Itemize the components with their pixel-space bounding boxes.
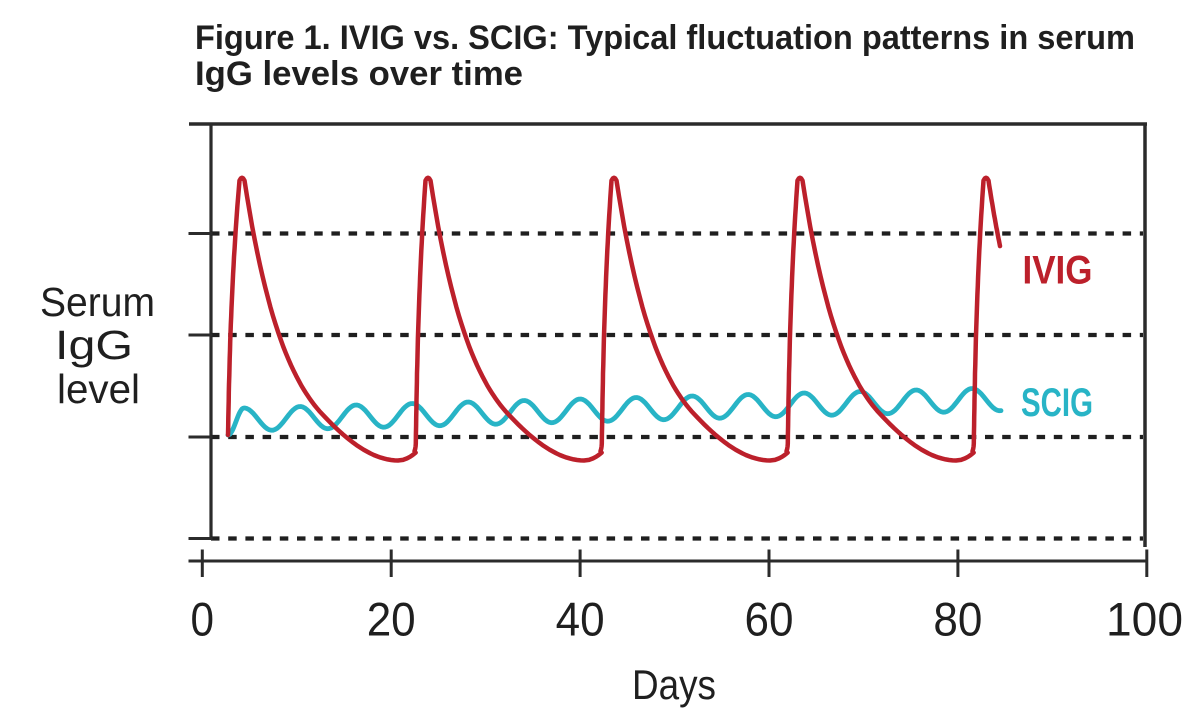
svg-text:level: level	[57, 366, 140, 412]
svg-text:80: 80	[933, 594, 982, 647]
svg-text:IVIG: IVIG	[1023, 249, 1093, 293]
svg-text:20: 20	[367, 594, 416, 647]
svg-text:SCIG: SCIG	[1021, 381, 1093, 425]
svg-text:0: 0	[191, 594, 215, 647]
svg-text:40: 40	[556, 594, 605, 647]
svg-text:IgG: IgG	[55, 322, 133, 368]
svg-text:Figure 1. IVIG vs. SCIG: Typic: Figure 1. IVIG vs. SCIG: Typical fluctua…	[195, 19, 1135, 57]
svg-text:Serum: Serum	[40, 279, 155, 325]
svg-text:Days: Days	[632, 661, 716, 708]
svg-text:60: 60	[745, 594, 794, 647]
svg-text:100: 100	[1106, 594, 1183, 647]
svg-text:IgG levels over time: IgG levels over time	[195, 55, 523, 93]
